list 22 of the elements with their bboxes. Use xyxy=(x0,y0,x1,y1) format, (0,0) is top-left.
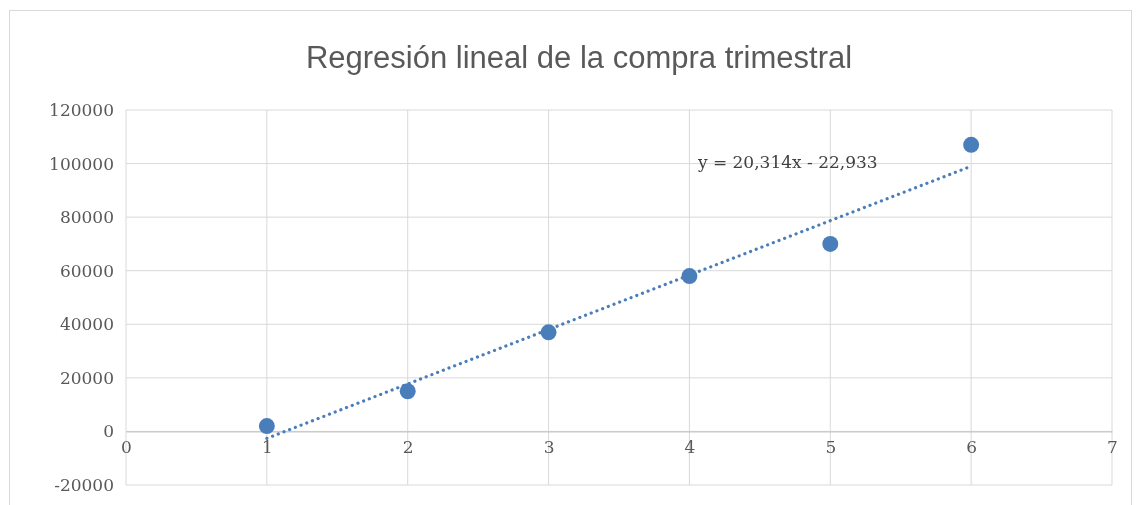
x-tick-label: 1 xyxy=(261,437,273,458)
y-tick-label: 80000 xyxy=(59,207,114,228)
x-tick-label: 3 xyxy=(543,437,555,458)
x-tick-label: 4 xyxy=(684,437,696,458)
y-tick-label: -20000 xyxy=(54,474,114,495)
x-tick-label: 6 xyxy=(966,437,978,458)
y-tick-label: 40000 xyxy=(59,314,114,335)
x-tick-label: 2 xyxy=(402,437,414,458)
x-tick-label: 5 xyxy=(825,437,837,458)
point xyxy=(963,136,980,153)
y-tick-label: 60000 xyxy=(59,260,114,281)
x-tick-label: 0 xyxy=(121,437,132,458)
y-tick-label: 20000 xyxy=(59,367,114,388)
x-tick-label: 7 xyxy=(1107,437,1118,458)
annotation: y = 20,314x - 22,933 xyxy=(696,152,878,172)
point xyxy=(399,383,416,400)
y-tick-label: 0 xyxy=(103,421,114,442)
point xyxy=(258,418,275,435)
chart-title: Regresión lineal de la compra trimestral xyxy=(305,40,853,75)
y-tick-label: 100000 xyxy=(49,153,114,174)
y-tick-label: 120000 xyxy=(49,99,114,120)
point xyxy=(822,235,839,252)
